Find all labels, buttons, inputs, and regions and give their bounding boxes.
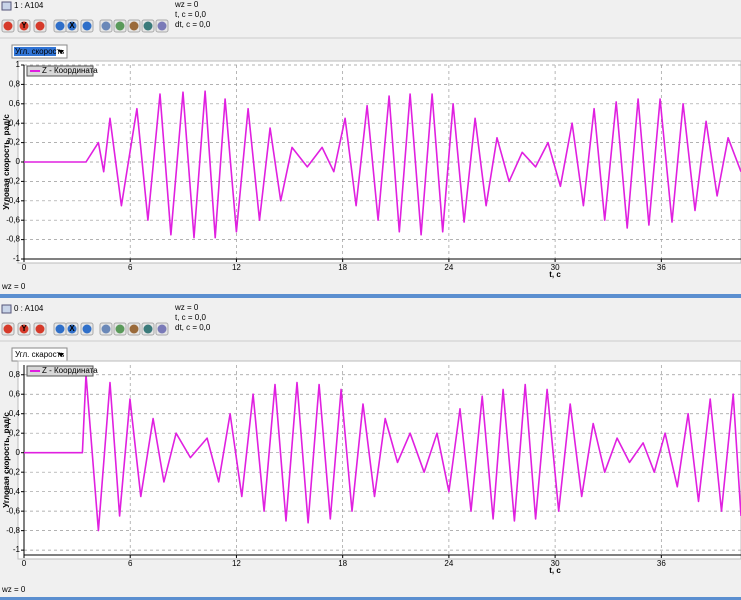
toolbar-icon	[3, 21, 13, 31]
x-tick-label: 12	[232, 559, 241, 568]
y-tick-label: 0	[16, 448, 21, 457]
dropdown-arrow	[58, 353, 64, 357]
x-tick-label: 30	[551, 263, 560, 272]
toolbar-icon	[101, 21, 111, 31]
toolbar-icon	[55, 21, 65, 31]
y-tick-label: 1	[16, 60, 21, 69]
toolbar-icon	[143, 21, 153, 31]
x-tick-label: 18	[338, 263, 347, 272]
y-tick-label: -0,2	[6, 177, 20, 186]
status-text: wz = 0	[1, 282, 26, 291]
toolbar-letter: X	[69, 21, 75, 30]
legend-box	[26, 65, 94, 77]
window-title: 0 : A104	[14, 304, 44, 313]
info-text: dt, c = 0,0	[175, 323, 211, 332]
y-tick-label: 0,8	[9, 80, 21, 89]
info-text: t, c = 0,0	[175, 10, 206, 19]
y-tick-label: -1	[13, 545, 21, 554]
toolbar-icon	[115, 324, 125, 334]
toolbar-letter: Y	[21, 324, 27, 333]
x-tick-label: 36	[657, 559, 666, 568]
y-tick-label: -0,4	[6, 487, 20, 496]
info-text: dt, c = 0,0	[175, 20, 211, 29]
y-tick-label: -0,4	[6, 196, 20, 205]
window-icon	[1, 304, 12, 314]
x-tick-label: 6	[128, 559, 133, 568]
status-text: wz = 0	[1, 585, 26, 594]
toolbar-icon	[35, 324, 45, 334]
y-tick-label: 0,2	[9, 428, 21, 437]
x-tick-label: 18	[338, 559, 347, 568]
dropdown-arrow	[58, 50, 64, 54]
panel-divider	[0, 597, 741, 600]
y-tick-label: -0,6	[6, 506, 20, 515]
toolbar-icon	[157, 21, 167, 31]
toolbar-icon	[143, 324, 153, 334]
window-title: 1 : A104	[14, 1, 44, 10]
toolbar-icon	[35, 21, 45, 31]
toolbar-icon	[101, 324, 111, 334]
legend-label: Z - Координата	[42, 366, 98, 375]
legend-box	[26, 365, 94, 377]
toolbar-icon	[55, 324, 65, 334]
x-tick-label: 36	[657, 263, 666, 272]
legend-label: Z - Координата	[42, 66, 98, 75]
dropdown-text: Угл. скарость	[15, 350, 64, 359]
info-text: wz = 0	[174, 303, 199, 312]
x-tick-label: 24	[444, 559, 453, 568]
toolbar-icon	[129, 21, 139, 31]
x-tick-label: 12	[232, 263, 241, 272]
y-tick-label: -0,8	[6, 235, 20, 244]
x-tick-label: 0	[22, 559, 27, 568]
toolbar-icon	[82, 21, 92, 31]
x-tick-label: 30	[551, 559, 560, 568]
window-icon	[1, 1, 12, 11]
x-tick-label: 6	[128, 263, 133, 272]
y-tick-label: 0	[16, 157, 21, 166]
y-tick-label: 0,4	[9, 409, 21, 418]
x-axis-label: t, c	[549, 566, 561, 575]
y-tick-label: 0,8	[9, 370, 21, 379]
y-axis-label: Угловая скорость, рад/с	[2, 412, 11, 508]
y-tick-label: 0,6	[9, 99, 21, 108]
toolbar-icon	[82, 324, 92, 334]
x-tick-label: 24	[444, 263, 453, 272]
toolbar-icon	[67, 21, 77, 31]
y-tick-label: 0,2	[9, 138, 21, 147]
toolbar-icon	[19, 21, 29, 31]
toolbar-icon	[67, 324, 77, 334]
toolbar-icon	[115, 21, 125, 31]
panel-divider	[0, 294, 741, 298]
info-text: wz = 0	[174, 0, 199, 9]
info-text: t, c = 0,0	[175, 313, 206, 322]
y-axis-label: Угловая скорость, рад/с	[2, 114, 11, 210]
data-line	[24, 90, 741, 239]
y-tick-label: -0,8	[6, 526, 20, 535]
data-line	[24, 373, 741, 532]
x-axis-label: t, c	[549, 270, 561, 279]
dropdown-selection	[14, 47, 56, 56]
dropdown-text: Угл. скорость	[15, 47, 64, 56]
toolbar-letter: Y	[21, 21, 27, 30]
y-tick-label: -1	[13, 254, 21, 263]
toolbar-letter: X	[69, 324, 75, 333]
toolbar-icon	[157, 324, 167, 334]
toolbar-icon	[3, 324, 13, 334]
toolbar-icon	[129, 324, 139, 334]
y-tick-label: 0,6	[9, 389, 21, 398]
y-tick-label: -0,6	[6, 215, 20, 224]
y-tick-label: 0,4	[9, 118, 21, 127]
x-tick-label: 0	[22, 263, 27, 272]
toolbar-icon	[19, 324, 29, 334]
y-tick-label: -0,2	[6, 467, 20, 476]
